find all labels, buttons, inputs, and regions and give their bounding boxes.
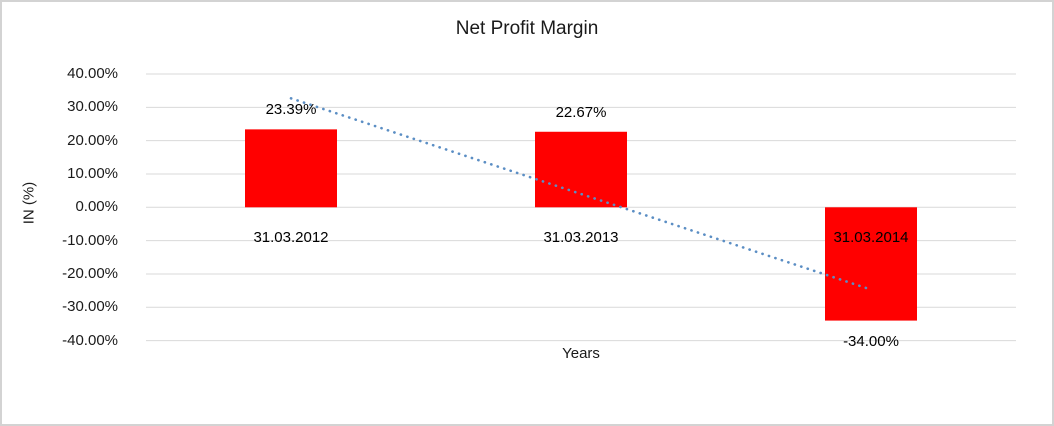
y-axis-tick-labels: 40.00% 30.00% 20.00% 10.00% 0.00% -10.00…: [2, 2, 132, 424]
y-tick-label: 20.00%: [67, 131, 118, 149]
bar: [825, 207, 917, 321]
category-label: 31.03.2014: [833, 229, 909, 246]
y-tick-label: -20.00%: [62, 264, 118, 282]
category-label: 31.03.2013: [543, 229, 619, 246]
x-axis-title: Years: [562, 345, 600, 362]
y-tick-label: -30.00%: [62, 298, 118, 316]
category-label: 31.03.2012: [253, 229, 329, 246]
trendline: [289, 97, 873, 291]
y-tick-label: 30.00%: [67, 98, 118, 116]
bar: [245, 129, 337, 208]
y-tick-label: 40.00%: [67, 65, 118, 83]
bar: [535, 131, 627, 208]
y-tick-label: -10.00%: [62, 231, 118, 249]
value-label: 22.67%: [555, 103, 607, 121]
chart-title: Net Profit Margin: [455, 18, 599, 39]
value-label: -34.00%: [843, 332, 899, 350]
y-tick-label: -40.00%: [62, 331, 118, 349]
value-label: 23.39%: [265, 101, 317, 119]
y-tick-label: 10.00%: [67, 164, 118, 182]
y-tick-label: 0.00%: [75, 198, 118, 216]
